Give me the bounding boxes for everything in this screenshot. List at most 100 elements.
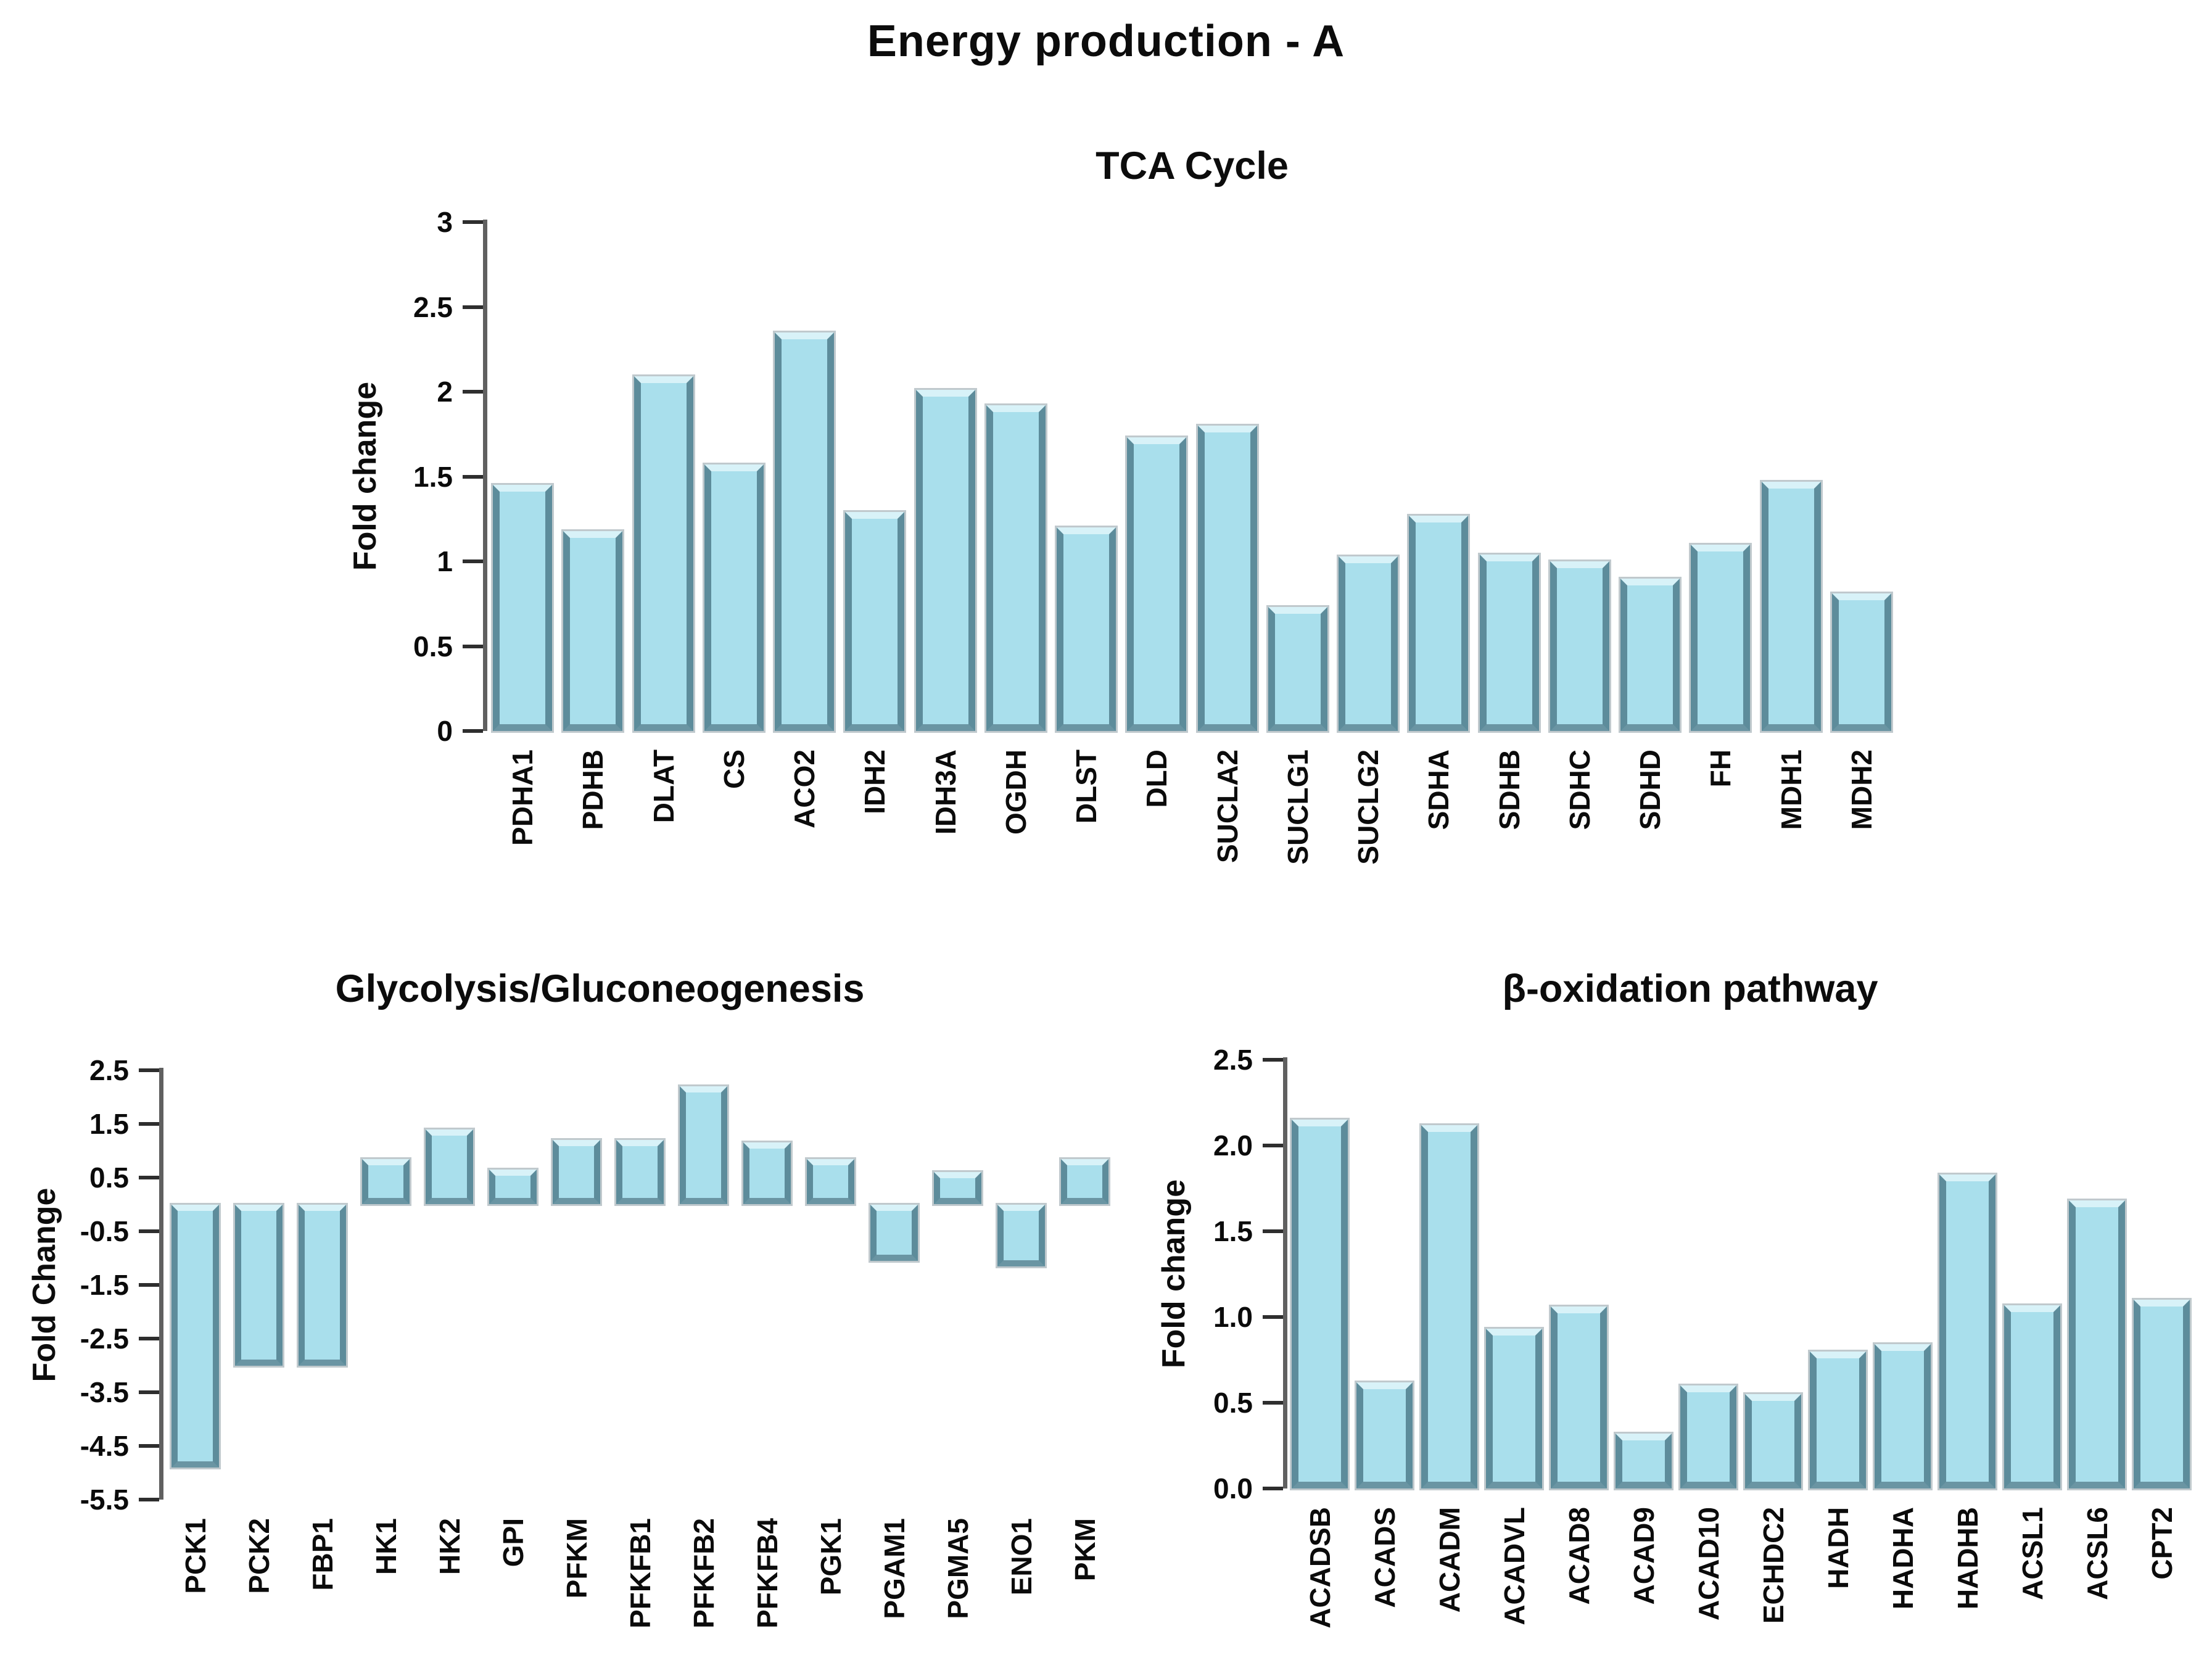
bar-ACAD10 <box>1680 1385 1736 1488</box>
y-tick-mark <box>1263 1144 1283 1147</box>
x-category-label: SDHB <box>1493 749 1525 830</box>
x-category-label: DLAT <box>647 749 680 824</box>
x-category-label: SUCLG2 <box>1352 749 1385 865</box>
x-category-label: HADHB <box>1951 1507 1984 1610</box>
bar-SUCLG2 <box>1339 556 1398 731</box>
x-category-label: ACSL1 <box>2016 1507 2049 1600</box>
y-tick-label: 0 <box>437 715 453 747</box>
x-category-label: PCK1 <box>179 1518 212 1594</box>
bar-ACSL6 <box>2069 1200 2125 1488</box>
bar-SUCLG1 <box>1268 607 1327 731</box>
bar-HK2 <box>426 1129 473 1205</box>
bar-HADHA <box>1875 1344 1931 1488</box>
bar-SDHA <box>1409 515 1469 731</box>
y-tick-label: 2.0 <box>1213 1129 1253 1162</box>
y-tick-label: 3 <box>437 206 453 238</box>
y-tick-label: -1.5 <box>80 1269 129 1301</box>
bar-GPI <box>489 1169 537 1205</box>
bar-MDH1 <box>1761 481 1821 731</box>
y-tick-label: 0.5 <box>89 1162 129 1194</box>
x-category-label: IDH3A <box>929 749 962 835</box>
bar-ACAD8 <box>1551 1307 1607 1488</box>
y-tick-mark <box>139 1337 159 1340</box>
bar-PDHA1 <box>493 485 553 731</box>
y-tick-mark <box>139 1390 159 1394</box>
bar-PGK1 <box>807 1158 854 1205</box>
plot-area: 2.5 1.5 0.5 -0.5 -1.5 -2.5 -3.5 -4.5 -5.5 PCK1 PCK… <box>80 1054 1116 1629</box>
x-category-label: SDHC <box>1563 749 1596 830</box>
x-category-label: SUCLA2 <box>1211 749 1244 864</box>
y-axis-line <box>159 1068 163 1500</box>
bar-IDH3A <box>915 390 975 731</box>
bar-PCK2 <box>235 1204 283 1366</box>
bar-DLST <box>1057 527 1116 731</box>
bar-ACADVL <box>1486 1329 1542 1488</box>
y-tick-mark <box>463 644 483 648</box>
y-axis-line <box>483 220 487 731</box>
x-category-label: OGDH <box>999 749 1032 835</box>
bar-HK1 <box>362 1158 410 1205</box>
y-tick-label: 1.0 <box>1213 1301 1253 1333</box>
bar-ACAD9 <box>1616 1434 1672 1488</box>
x-category-label: MDH2 <box>1845 749 1878 830</box>
y-tick-mark <box>463 474 483 479</box>
y-tick-mark <box>139 1498 159 1501</box>
y-tick-label: 0.5 <box>1213 1387 1253 1419</box>
beta-oxidation-chart: β-oxidation pathway Fold change 2.5 2.0 1.… <box>1156 953 2212 1668</box>
bar-ACSL1 <box>2004 1305 2060 1488</box>
y-tick-label: 2.5 <box>413 291 453 323</box>
y-tick-label: 1.5 <box>413 460 453 493</box>
bar-ACADM <box>1421 1125 1477 1488</box>
x-category-label: ACO2 <box>788 749 821 828</box>
bar-CPT2 <box>2134 1300 2190 1488</box>
bar-MDH2 <box>1831 593 1891 731</box>
bar-ACO2 <box>775 332 835 731</box>
x-category-label: ACADS <box>1368 1507 1401 1608</box>
y-tick-label: 1.5 <box>1213 1215 1253 1247</box>
chart-title: β-oxidation pathway <box>1502 967 1878 1010</box>
y-tick-mark <box>1263 1487 1283 1490</box>
bar-FBP1 <box>299 1204 346 1366</box>
bar-IDH2 <box>845 512 905 731</box>
x-category-label: DLST <box>1070 749 1103 824</box>
y-tick-mark <box>1263 1058 1283 1062</box>
y-tick-label: 0.0 <box>1213 1472 1253 1505</box>
bar-PGMA5 <box>934 1172 981 1205</box>
x-category-label: HK2 <box>433 1518 466 1575</box>
y-tick-mark <box>139 1444 159 1448</box>
x-category-label: GPI <box>497 1518 529 1567</box>
x-category-label: PFKFB2 <box>687 1518 720 1629</box>
bar-PDHB <box>563 531 623 731</box>
y-axis-line <box>1283 1057 1287 1488</box>
y-tick-mark <box>139 1229 159 1233</box>
x-category-label: PDHB <box>577 749 609 830</box>
y-tick-label: -4.5 <box>80 1430 129 1462</box>
x-category-label: PDHA1 <box>506 749 539 846</box>
y-axis-title: Fold change <box>1156 1179 1192 1369</box>
bar-HADHB <box>1939 1175 1995 1488</box>
y-tick-label: 1.5 <box>89 1108 129 1140</box>
x-category-label: ENO1 <box>1005 1518 1038 1596</box>
glycolysis-chart: Glycolysis/Gluconeogenesis Fold Change 2… <box>27 953 1160 1668</box>
x-category-label: HK1 <box>369 1518 402 1575</box>
bar-CS <box>704 464 764 731</box>
x-category-label: PKM <box>1068 1518 1101 1582</box>
bar-PCK1 <box>171 1204 219 1468</box>
plot-area: 2.5 2.0 1.5 1.0 0.5 0.0 ACADSB ACADS ACADM ACADVL… <box>1213 1044 2194 1629</box>
x-category-label: CS <box>717 749 750 789</box>
x-category-label: ACAD8 <box>1562 1507 1595 1605</box>
y-tick-mark <box>463 220 483 224</box>
y-tick-mark <box>463 729 483 733</box>
bar-ECHDC2 <box>1745 1394 1801 1488</box>
x-category-label: PCK2 <box>242 1518 275 1594</box>
bar-PFKFB1 <box>616 1140 664 1205</box>
x-category-label: IDH2 <box>859 749 891 814</box>
bar-ACADS <box>1356 1382 1413 1488</box>
x-category-label: DLD <box>1141 749 1173 808</box>
bar-HADH <box>1810 1351 1866 1488</box>
x-category-label: PFKFB1 <box>624 1518 656 1629</box>
y-tick-label: -5.5 <box>80 1484 129 1516</box>
x-category-label: HADHA <box>1886 1507 1919 1610</box>
x-category-label: ACSL6 <box>2081 1507 2113 1600</box>
